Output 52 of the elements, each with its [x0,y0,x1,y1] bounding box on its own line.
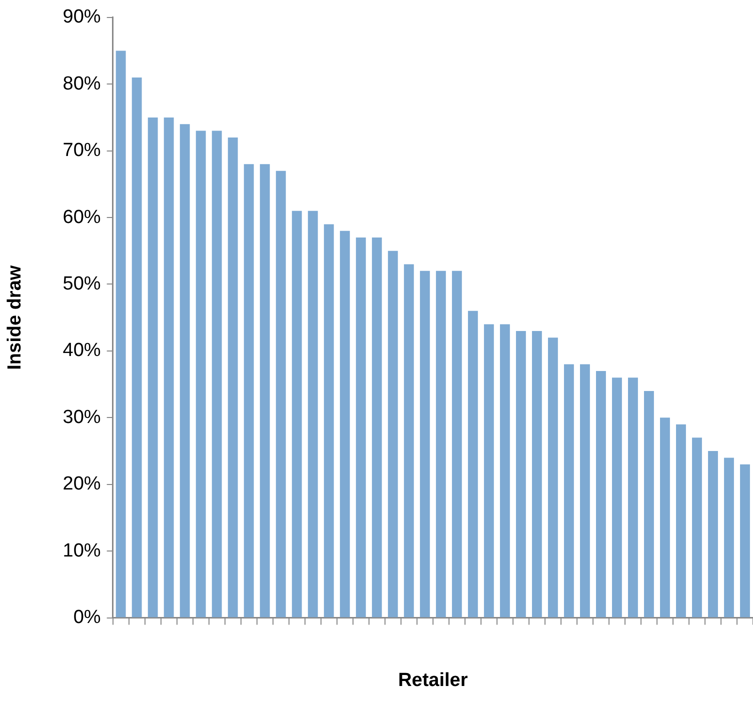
bar [580,364,590,618]
y-tick-label: 80% [62,73,101,94]
bar [340,230,350,618]
bar [132,77,142,618]
y-tick-label: 50% [62,273,101,294]
bar [148,117,158,618]
bar [660,418,670,618]
bar [436,270,446,618]
bar [740,464,750,618]
bar [388,250,398,618]
bar [724,458,734,618]
bar [484,324,494,618]
bar [164,117,174,618]
bar [468,310,478,618]
y-tick-label: 20% [62,474,101,495]
y-tick-label: 10% [62,540,101,562]
bar [692,438,702,618]
bar [196,130,206,618]
y-tick-label: 30% [62,406,101,428]
bar [356,238,366,618]
bar [212,130,222,618]
bar [420,270,430,618]
bar [292,210,302,618]
bar [116,50,126,618]
bar [612,378,622,618]
y-tick-label: 70% [62,140,101,162]
bar [500,324,510,618]
bar [404,264,414,618]
bar [596,370,606,618]
bar [372,238,382,618]
y-axis-title: Inside draw [4,265,26,370]
y-tick-label: 90% [62,6,101,28]
bar [548,338,558,618]
bar [180,124,190,618]
y-tick-label: 0% [73,607,101,628]
y-tick-label: 60% [62,206,101,228]
bar [228,137,238,618]
bar [244,164,254,618]
bar [532,330,542,618]
x-axis-title: Retailer [398,670,468,691]
y-tick-label: 40% [62,340,101,362]
bar [644,390,654,618]
bar [308,210,318,618]
bar [564,364,574,618]
bar [452,270,462,618]
bar [516,330,526,618]
bar [260,164,270,618]
bar [276,170,286,618]
bar [676,424,686,618]
bar [708,451,718,618]
bar [628,378,638,618]
bar [324,224,334,618]
